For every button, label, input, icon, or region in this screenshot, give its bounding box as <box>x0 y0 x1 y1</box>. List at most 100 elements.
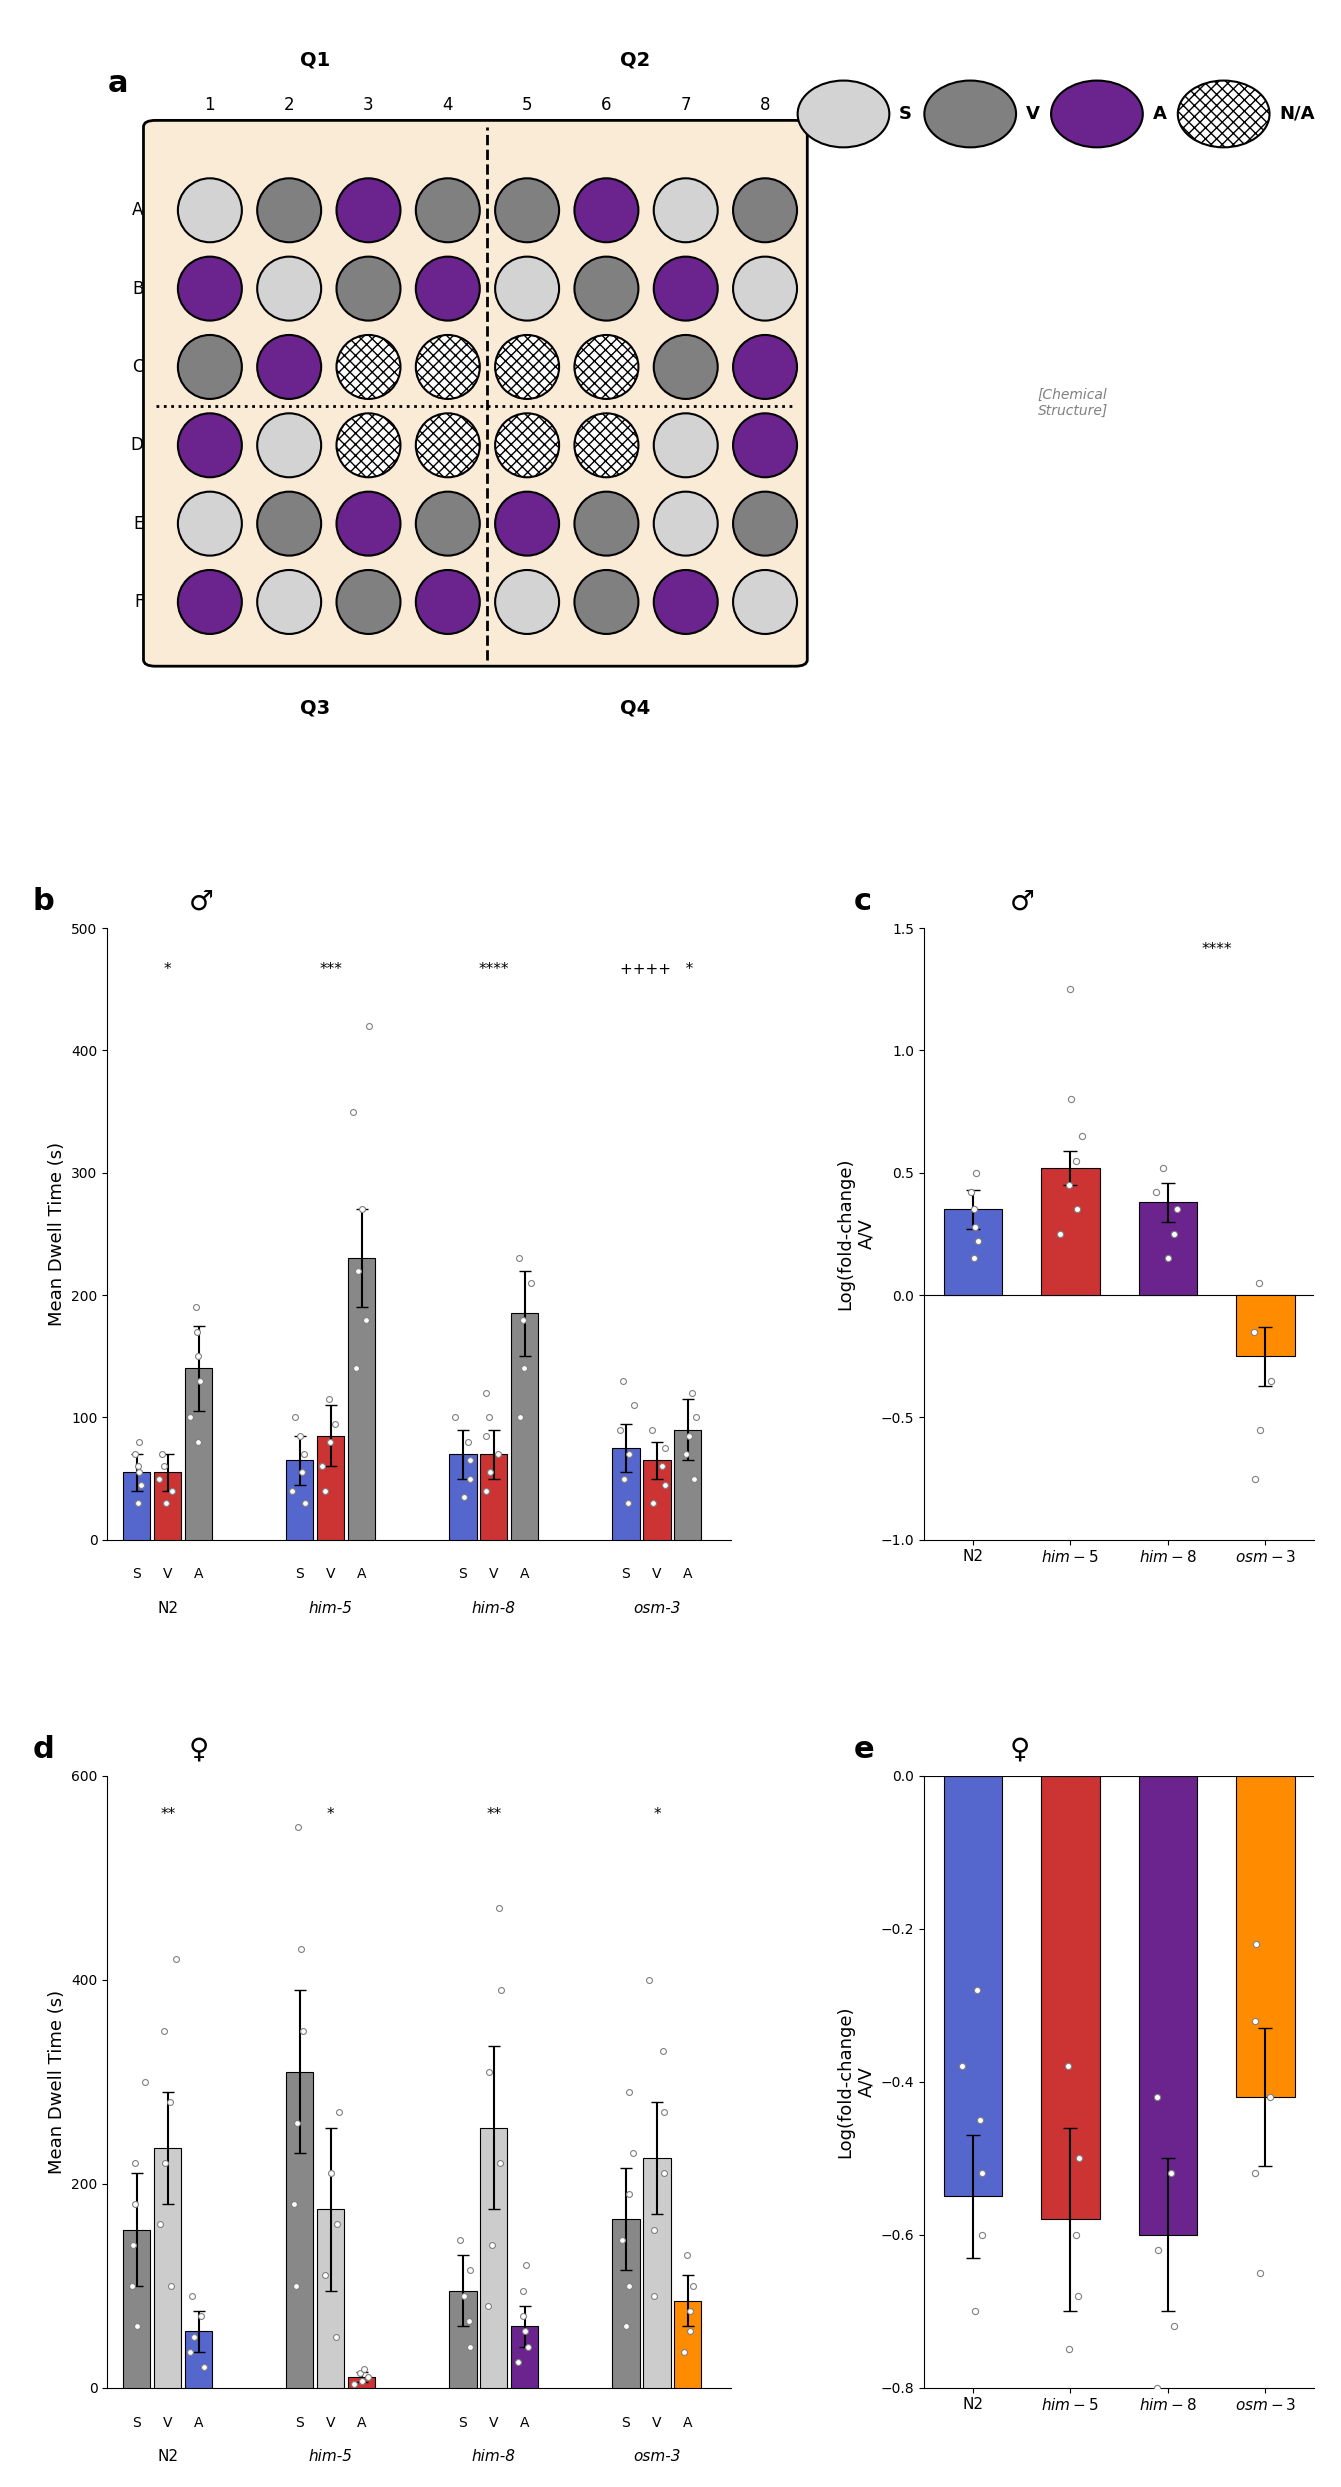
Bar <box>675 2300 701 2388</box>
Point <box>186 1336 208 1375</box>
Ellipse shape <box>654 256 717 321</box>
Point <box>475 1470 496 1510</box>
Text: ♂: ♂ <box>1010 888 1035 915</box>
Point <box>653 2154 675 2194</box>
Text: Q3: Q3 <box>300 699 330 716</box>
Text: A: A <box>683 1567 692 1582</box>
Point <box>149 1460 170 1500</box>
Ellipse shape <box>495 256 559 321</box>
Ellipse shape <box>798 80 889 147</box>
Ellipse shape <box>337 179 401 241</box>
Bar <box>349 1258 375 1539</box>
Ellipse shape <box>654 179 717 241</box>
Text: A: A <box>520 2415 530 2430</box>
Text: N2: N2 <box>157 1602 178 1617</box>
Point <box>1065 2216 1086 2256</box>
Ellipse shape <box>495 413 559 478</box>
Text: V: V <box>326 1567 335 1582</box>
Point <box>951 2047 972 2087</box>
Point <box>134 2062 156 2102</box>
Ellipse shape <box>416 256 480 321</box>
Point <box>477 2052 499 2092</box>
Point <box>351 2363 373 2402</box>
Text: 5: 5 <box>522 97 532 114</box>
Text: c: c <box>854 888 872 915</box>
Point <box>508 1239 530 1278</box>
Text: V: V <box>652 2415 661 2430</box>
Point <box>280 1470 302 1510</box>
Point <box>1057 2047 1078 2087</box>
Text: ♀: ♀ <box>1010 1736 1030 1763</box>
Point <box>1157 1239 1179 1278</box>
Point <box>480 1452 502 1492</box>
Point <box>127 1482 149 1522</box>
Point <box>457 1423 479 1462</box>
Point <box>130 1465 152 1505</box>
Point <box>488 1888 510 1927</box>
Point <box>186 1423 208 1462</box>
Bar <box>1139 1776 1198 2236</box>
Point <box>190 2296 212 2335</box>
Point <box>477 2286 499 2325</box>
Point <box>1050 1214 1071 1253</box>
Ellipse shape <box>337 492 401 555</box>
Ellipse shape <box>495 570 559 634</box>
Point <box>654 1465 676 1505</box>
Bar <box>286 2072 314 2388</box>
Text: 3: 3 <box>363 97 374 114</box>
Point <box>684 1460 705 1500</box>
Text: S: S <box>295 1567 304 1582</box>
Point <box>1066 1189 1088 1229</box>
Point <box>491 1970 512 2009</box>
Ellipse shape <box>734 413 797 478</box>
Point <box>1058 2330 1080 2370</box>
Point <box>1164 2305 1185 2345</box>
Point <box>618 2266 640 2305</box>
Text: A: A <box>194 2415 204 2430</box>
Text: 7: 7 <box>680 97 691 114</box>
Point <box>347 1251 369 1291</box>
Point <box>357 2358 378 2397</box>
Point <box>1246 1925 1267 1965</box>
Point <box>653 2092 675 2131</box>
Text: C: C <box>131 358 143 376</box>
FancyBboxPatch shape <box>143 119 807 667</box>
Text: S: S <box>133 2415 141 2430</box>
Point <box>460 2328 481 2368</box>
Point <box>512 2296 534 2335</box>
Text: him-5: him-5 <box>308 2450 353 2465</box>
Point <box>453 2276 475 2315</box>
Point <box>1244 1460 1266 1500</box>
Point <box>189 1360 211 1400</box>
Point <box>355 1301 377 1340</box>
Bar <box>185 1368 212 1539</box>
Text: Q1: Q1 <box>300 50 331 70</box>
Point <box>1244 2154 1266 2194</box>
Point <box>180 2333 201 2373</box>
Text: ****: **** <box>1202 943 1232 957</box>
Point <box>292 2012 314 2052</box>
Point <box>1148 2231 1169 2271</box>
Ellipse shape <box>574 336 638 398</box>
Point <box>459 2251 480 2291</box>
Point <box>1145 2077 1167 2116</box>
Text: ++++   *: ++++ * <box>621 962 693 977</box>
Text: him-5: him-5 <box>308 1602 353 1617</box>
Bar <box>944 1209 1002 1296</box>
Text: **: ** <box>160 1808 176 1823</box>
Ellipse shape <box>178 492 241 555</box>
Bar <box>480 1455 507 1539</box>
Text: him-8: him-8 <box>472 1602 516 1617</box>
Point <box>185 1288 207 1328</box>
Point <box>1250 1410 1271 1450</box>
Text: 6: 6 <box>601 97 611 114</box>
Bar <box>480 2126 507 2388</box>
Point <box>515 2310 536 2350</box>
Point <box>971 2154 992 2194</box>
Point <box>181 2276 202 2315</box>
Ellipse shape <box>495 336 559 398</box>
Point <box>1147 2368 1168 2407</box>
Bar <box>154 2149 181 2388</box>
Point <box>1259 2077 1281 2116</box>
Y-axis label: Log(fold-change)
A/V: Log(fold-change) A/V <box>837 2005 876 2159</box>
